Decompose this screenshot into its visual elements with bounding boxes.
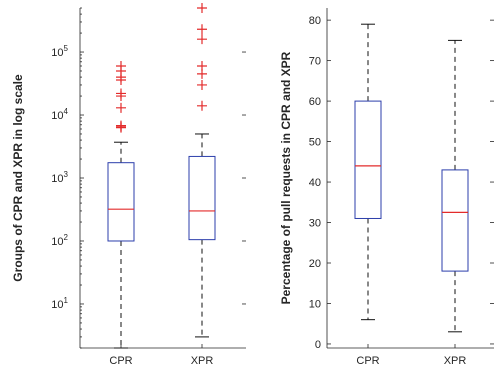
y-tick-label: 105 — [51, 44, 68, 59]
y-tick-label: 101 — [51, 296, 68, 311]
y-axis-label: Percentage of pull requests in CPR and X… — [279, 51, 293, 304]
outlier-marker — [197, 100, 207, 111]
outlier-marker — [116, 88, 126, 99]
x-tick-label: CPR — [356, 355, 379, 367]
outlier-marker — [116, 120, 126, 131]
box-xpr: XPR — [188, 3, 216, 367]
y-tick-label: 80 — [309, 15, 321, 27]
y-tick-label: 103 — [51, 170, 68, 185]
y-tick-label: 50 — [309, 137, 321, 149]
outlier-marker — [116, 60, 126, 71]
y-tick-label: 10 — [309, 298, 321, 310]
y-tick-label: 40 — [309, 177, 321, 189]
y-tick-label: 70 — [309, 56, 321, 68]
y-tick-label: 60 — [309, 96, 321, 108]
interquartile-box — [107, 162, 135, 242]
outlier-marker — [197, 60, 207, 71]
right-boxplot-panel: 0 10 20 30 40 50 60 70 80 Percentage of pull requ… — [279, 8, 494, 367]
interquartile-box — [188, 155, 216, 241]
left-boxplot-panel: 101 102 103 104 105 Groups of CPR and XPR in … — [11, 3, 246, 367]
box-cpr: CPR — [107, 60, 135, 367]
box-cpr: CPR — [354, 23, 382, 367]
y-tick-label: 0 — [315, 339, 321, 351]
x-tick-label: XPR — [191, 355, 214, 367]
y-tick-label: 104 — [51, 107, 68, 122]
interquartile-box — [354, 100, 382, 219]
outlier-marker — [197, 3, 207, 13]
box-xpr: XPR — [441, 39, 469, 367]
outlier-marker — [197, 24, 207, 35]
y-tick-label: 102 — [51, 233, 68, 248]
outlier-marker — [116, 102, 126, 113]
outlier-marker — [197, 79, 207, 90]
y-tick-label: 30 — [309, 218, 321, 230]
y-tick-label: 20 — [309, 258, 321, 270]
interquartile-box — [441, 169, 469, 272]
x-tick-label: XPR — [444, 355, 467, 367]
y-axis-label: Groups of CPR and XPR in log scale — [11, 74, 25, 282]
x-tick-label: CPR — [109, 355, 132, 367]
outlier-marker — [197, 34, 207, 45]
